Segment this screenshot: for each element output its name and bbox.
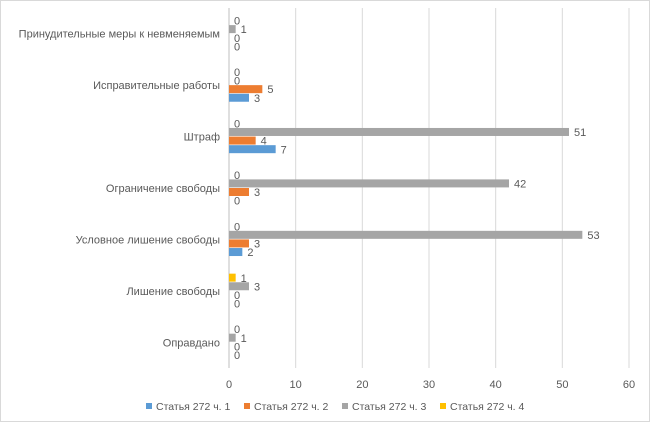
legend-swatch: [146, 403, 152, 409]
data-label: 0: [234, 290, 240, 302]
bar: [229, 25, 236, 34]
legend-label: Статья 272 ч. 2: [254, 401, 329, 413]
data-label: 0: [234, 324, 240, 336]
data-label: 0: [234, 118, 240, 130]
legend-label: Статья 272 ч. 4: [450, 401, 525, 413]
bar: [229, 230, 583, 239]
data-label: 0: [234, 350, 240, 362]
data-label: 3: [254, 93, 260, 105]
x-tick-label: 40: [490, 379, 502, 391]
data-label: 2: [247, 247, 253, 259]
legend-swatch: [342, 403, 348, 409]
bar: [229, 127, 569, 136]
data-label: 7: [281, 144, 287, 156]
bar: [229, 136, 256, 145]
category-label: Лишение свободы: [126, 286, 220, 298]
data-label: 53: [587, 230, 599, 242]
data-label: 51: [574, 127, 586, 139]
bar: [229, 179, 509, 188]
data-label: 0: [234, 299, 240, 311]
data-label: 1: [241, 333, 247, 345]
data-label: 0: [234, 41, 240, 53]
x-tick-label: 30: [423, 379, 435, 391]
data-label: 3: [254, 187, 260, 199]
data-label: 3: [254, 239, 260, 251]
bar: [229, 282, 249, 291]
category-label: Ограничение свободы: [106, 183, 220, 195]
bar: [229, 145, 276, 154]
bar: [229, 85, 263, 94]
data-label: 3: [254, 281, 260, 293]
x-tick-label: 60: [623, 379, 635, 391]
x-tick-label: 20: [356, 379, 368, 391]
data-label: 4: [261, 136, 267, 148]
bar: [229, 273, 236, 282]
bar: [229, 333, 236, 342]
data-label: 0: [234, 76, 240, 88]
category-label: Оправдано: [163, 337, 220, 349]
category-label: Принудительные меры к невменяемым: [19, 29, 220, 41]
data-label: 0: [234, 196, 240, 208]
data-label: 1: [241, 24, 247, 36]
legend-label: Статья 272 ч. 3: [352, 401, 427, 413]
data-label: 5: [267, 84, 273, 96]
data-label: 0: [234, 221, 240, 233]
bar: [229, 248, 243, 257]
x-tick-label: 50: [556, 379, 568, 391]
bar: [229, 188, 249, 196]
data-label: 0: [234, 67, 240, 79]
bar: [229, 239, 249, 248]
category-label: Условное лишение свободы: [76, 234, 220, 246]
legend-swatch: [440, 403, 446, 409]
bar: [229, 93, 249, 102]
x-tick-label: 0: [226, 379, 232, 391]
data-label: 0: [234, 170, 240, 182]
category-label: Штраф: [184, 132, 220, 144]
legend-swatch: [244, 403, 250, 409]
data-label: 0: [234, 33, 240, 45]
data-label: 0: [234, 341, 240, 353]
data-label: 42: [514, 179, 526, 191]
data-label: 0: [234, 16, 240, 28]
legend-label: Статья 272 ч. 1: [156, 401, 231, 413]
category-label: Исправительные работы: [93, 80, 220, 92]
data-label: 1: [241, 273, 247, 285]
x-tick-label: 10: [290, 379, 302, 391]
